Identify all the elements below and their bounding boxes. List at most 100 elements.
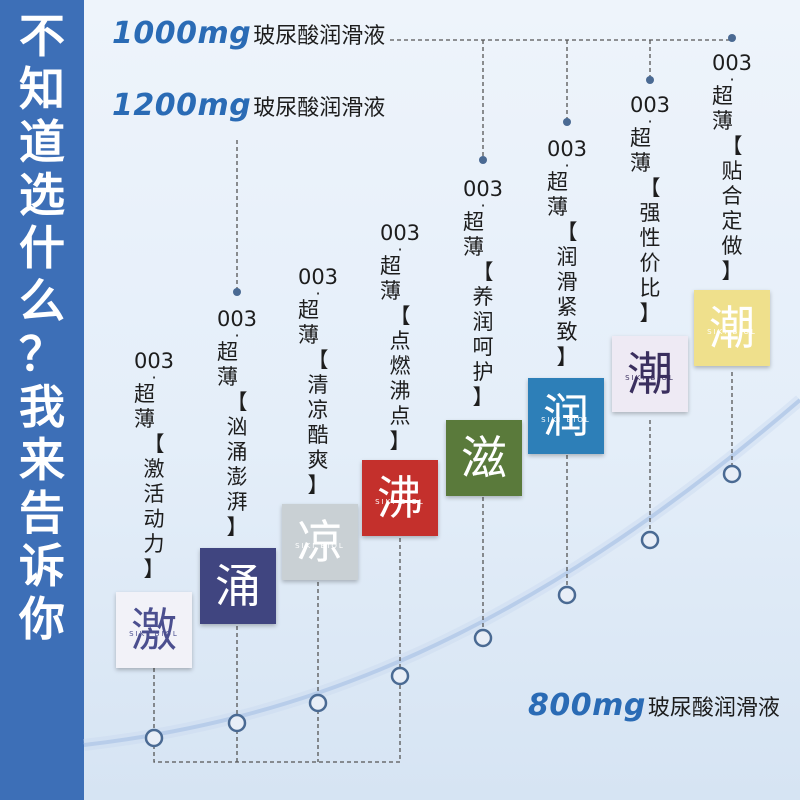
- product-thin: 超薄: [217, 340, 238, 389]
- pack-brand: SIKI BIOL: [541, 416, 591, 424]
- feature-char: 清: [307, 373, 329, 397]
- feature-char: 】: [639, 301, 661, 325]
- feature-char: 激: [143, 457, 165, 481]
- feature-char: 润: [472, 310, 494, 334]
- product-code: 003: [546, 137, 588, 161]
- product-code: 003: [462, 177, 504, 201]
- feature-char: 【: [307, 348, 329, 372]
- product-thin: 超薄: [630, 126, 651, 175]
- pack-glyph: 潮: [709, 301, 755, 355]
- feature-char: 养: [472, 285, 494, 309]
- product-pack-4: 沸 SIKI BIOL: [362, 460, 438, 536]
- curve-nodes: [144, 464, 742, 748]
- pack-brand: SIKI BIOL: [625, 374, 675, 382]
- feature-char: 合: [721, 184, 743, 208]
- banner-char: 什: [19, 221, 65, 275]
- product-code: 003: [711, 51, 753, 75]
- banner-char: 告: [19, 486, 65, 540]
- pack-glyph: 潮: [627, 347, 673, 401]
- caption-1000mg: 1000mg玻尿酸润滑液: [112, 16, 385, 51]
- pack-glyph: 润: [543, 389, 589, 443]
- caption-amount: 1000mg: [112, 16, 252, 51]
- caption-1200mg: 1200mg玻尿酸润滑液: [112, 88, 385, 123]
- feature-char: 力: [143, 532, 165, 556]
- product-label-7: 003 · 超薄 【 强 性 价 比 】: [629, 93, 671, 325]
- feature-char: 定: [721, 209, 743, 233]
- product-code: 003: [297, 265, 339, 289]
- product-thin: 超薄: [712, 84, 733, 133]
- feature-char: 】: [226, 515, 248, 539]
- feature-char: 【: [721, 134, 743, 158]
- feature-char: 沸: [389, 379, 411, 403]
- product-pack-1: 激 SIKI BIOL: [116, 592, 192, 668]
- feature-char: 【: [226, 390, 248, 414]
- feature-char: 滑: [556, 270, 578, 294]
- feature-char: 护: [472, 360, 494, 384]
- caption-desc: 玻尿酸润滑液: [647, 696, 780, 721]
- pack-brand: SIKI BIOL: [295, 542, 345, 550]
- banner-char: 选: [19, 168, 65, 222]
- feature-char: 致: [556, 320, 578, 344]
- feature-char: 【: [472, 260, 494, 284]
- feature-char: 爽: [307, 448, 329, 472]
- feature-char: 湃: [226, 490, 248, 514]
- feature-char: 凉: [307, 398, 329, 422]
- product-label-6: 003 · 超薄 【 润 滑 紧 致 】: [546, 137, 588, 369]
- caption-amount: 1200mg: [112, 88, 252, 123]
- pack-glyph: 激: [131, 603, 177, 657]
- left-banner: [0, 0, 84, 800]
- feature-char: 价: [639, 251, 661, 275]
- pack-glyph: 凉: [297, 515, 343, 569]
- product-pack-2: 涌: [200, 548, 276, 624]
- feature-char: 【: [143, 432, 165, 456]
- banner-char: 知: [19, 62, 65, 116]
- feature-char: 】: [721, 259, 743, 283]
- feature-char: 贴: [721, 159, 743, 183]
- pack-brand: SIKI BIOL: [707, 328, 757, 336]
- feature-char: 涌: [226, 440, 248, 464]
- feature-char: 】: [556, 345, 578, 369]
- feature-char: 活: [143, 482, 165, 506]
- product-thin: 超薄: [547, 170, 568, 219]
- product-pack-8: 潮 SIKI BIOL: [694, 290, 770, 366]
- feature-char: 】: [143, 557, 165, 581]
- feature-char: 性: [639, 226, 661, 250]
- product-thin: 超薄: [380, 254, 401, 303]
- banner-char: ？: [19, 327, 65, 381]
- product-pack-7: 潮 SIKI BIOL: [612, 336, 688, 412]
- feature-char: 呵: [472, 335, 494, 359]
- product-pack-6: 润 SIKI BIOL: [528, 378, 604, 454]
- pack-glyph: 涌: [215, 559, 261, 613]
- caption-800mg: 800mg玻尿酸润滑液: [528, 688, 780, 723]
- banner-char: 不: [19, 9, 65, 63]
- product-thin: 超薄: [298, 298, 319, 347]
- pack-brand: SIKI BIOL: [375, 498, 425, 506]
- feature-char: 汹: [226, 415, 248, 439]
- growth-curve: [83, 398, 800, 747]
- pack-brand: SIKI BIOL: [129, 630, 179, 638]
- pack-glyph: 沸: [377, 471, 423, 525]
- caption-desc: 玻尿酸润滑液: [253, 96, 386, 121]
- feature-char: 比: [639, 276, 661, 300]
- small-dots: [233, 34, 736, 296]
- banner-char: 诉: [19, 539, 65, 593]
- feature-char: 润: [556, 245, 578, 269]
- product-code: 003: [379, 221, 421, 245]
- caption-desc: 玻尿酸润滑液: [253, 24, 386, 49]
- banner-char: 道: [19, 115, 65, 169]
- feature-char: 】: [389, 429, 411, 453]
- feature-char: 【: [389, 304, 411, 328]
- feature-char: 燃: [389, 354, 411, 378]
- pack-glyph: 滋: [461, 431, 507, 485]
- product-code: 003: [629, 93, 671, 117]
- dashed-connectors: [153, 39, 733, 763]
- banner-char: 我: [19, 380, 65, 434]
- feature-char: 澎: [226, 465, 248, 489]
- feature-char: 动: [143, 507, 165, 531]
- banner-char: 么: [19, 274, 65, 328]
- banner-char: 来: [19, 433, 65, 487]
- caption-amount: 800mg: [528, 688, 646, 723]
- product-code: 003: [133, 349, 175, 373]
- left-banner-text: 不 知 道 选 什 么 ？ 我 来 告 诉 你: [0, 10, 84, 646]
